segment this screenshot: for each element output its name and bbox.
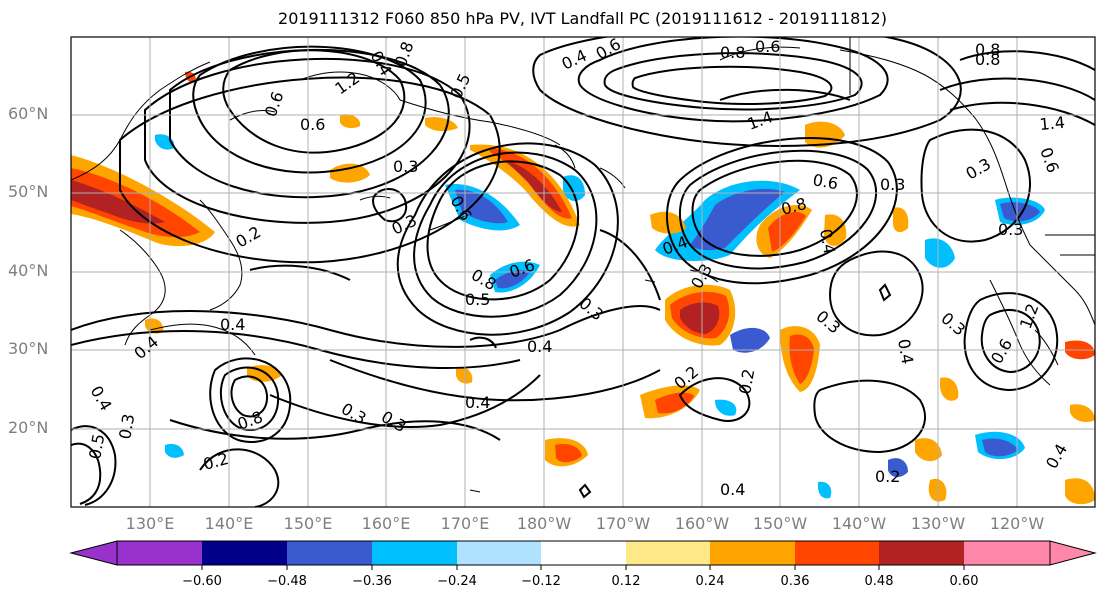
colorbar-segment — [202, 541, 287, 565]
colorbar-segment — [879, 541, 964, 565]
contour-label: 0.5 — [85, 432, 108, 460]
contour-label: 0.4 — [894, 337, 917, 365]
contour-label: 0.4 — [720, 480, 745, 499]
lon-label: 160°W — [674, 514, 730, 533]
colorbar-extend-high — [1049, 540, 1097, 566]
colorbar-extend-low — [69, 540, 118, 566]
lon-label: 150°E — [283, 514, 333, 533]
lat-label: 60°N — [8, 104, 49, 123]
colorbar-segment — [372, 541, 457, 565]
colorbar-tick-label: −0.24 — [437, 574, 477, 589]
lon-label: 170°E — [440, 514, 490, 533]
lon-label: 120°W — [989, 514, 1045, 533]
lon-label: 140°E — [204, 514, 254, 533]
colorbar-segment — [795, 541, 879, 565]
coastlines — [71, 37, 1095, 493]
contour-label: 0.6 — [811, 170, 839, 193]
colorbar-tick-label: −0.36 — [352, 574, 392, 589]
map-title: 2019111312 F060 850 hPa PV, IVT Landfall… — [278, 9, 887, 28]
colorbar-tick-label: −0.60 — [182, 574, 222, 589]
contour-label: 0.6 — [300, 115, 325, 134]
lon-label: 130°W — [910, 514, 966, 533]
colorbar-segment — [710, 541, 795, 565]
colorbar-segment — [287, 541, 372, 565]
colorbar-segment — [457, 541, 541, 565]
lon-label: 160°E — [361, 514, 411, 533]
contour-label: 0.4 — [465, 393, 490, 412]
lat-label: 30°N — [8, 339, 49, 358]
contour-label: 0.6 — [755, 37, 780, 56]
lon-label: 170°W — [595, 514, 651, 533]
contour-label: 0.2 — [735, 367, 758, 395]
colorbar-tick-label: 0.36 — [780, 574, 810, 589]
colorbar-segment — [964, 541, 1050, 565]
colorbar-segment — [541, 541, 626, 565]
contour-label: 0.8 — [975, 50, 1000, 69]
contour-label: 0.4 — [527, 337, 552, 356]
graticule — [71, 37, 1095, 507]
contour-label: 0.8 — [720, 43, 745, 62]
contour-label: 0.3 — [393, 157, 418, 176]
lon-label: 150°W — [752, 514, 808, 533]
lat-label: 20°N — [8, 418, 49, 437]
map-plot-area: 0.6 0.4 0.8 0.4 0.8 0.6 1.2 0.6 0.5 0.3 … — [71, 37, 1095, 507]
lon-label: 180°W — [516, 514, 572, 533]
contour-label: 0.3 — [115, 412, 138, 440]
lon-label: 140°W — [831, 514, 887, 533]
colorbar-tick-label: −0.48 — [267, 574, 307, 589]
contour-label: 0.8 — [975, 40, 1000, 59]
contour-label: 0.4 — [220, 315, 245, 334]
contour-label: 0.3 — [880, 175, 905, 194]
colorbar — [69, 540, 1097, 570]
map-border — [70, 36, 1096, 508]
lat-label: 40°N — [8, 261, 49, 280]
colorbar-tick-label: 0.24 — [695, 574, 725, 589]
colorbar-segment — [626, 541, 710, 565]
colorbar-tick-label: 0.60 — [949, 574, 979, 589]
contour-label: 0.5 — [465, 290, 490, 309]
pv-contours — [71, 37, 1095, 507]
colorbar-tick-label: 0.48 — [864, 574, 894, 589]
lon-label: 130°E — [125, 514, 175, 533]
contour-label: 1.4 — [1039, 113, 1066, 134]
contour-label: 0.2 — [875, 467, 900, 486]
colorbar-tick-label: 0.12 — [611, 574, 641, 589]
lat-label: 50°N — [8, 182, 49, 201]
contour-label: 0.3 — [998, 220, 1023, 239]
colorbar-tick-label: −0.12 — [521, 574, 561, 589]
contour-label: 0.4 — [816, 227, 839, 255]
colorbar-segment — [117, 541, 202, 565]
